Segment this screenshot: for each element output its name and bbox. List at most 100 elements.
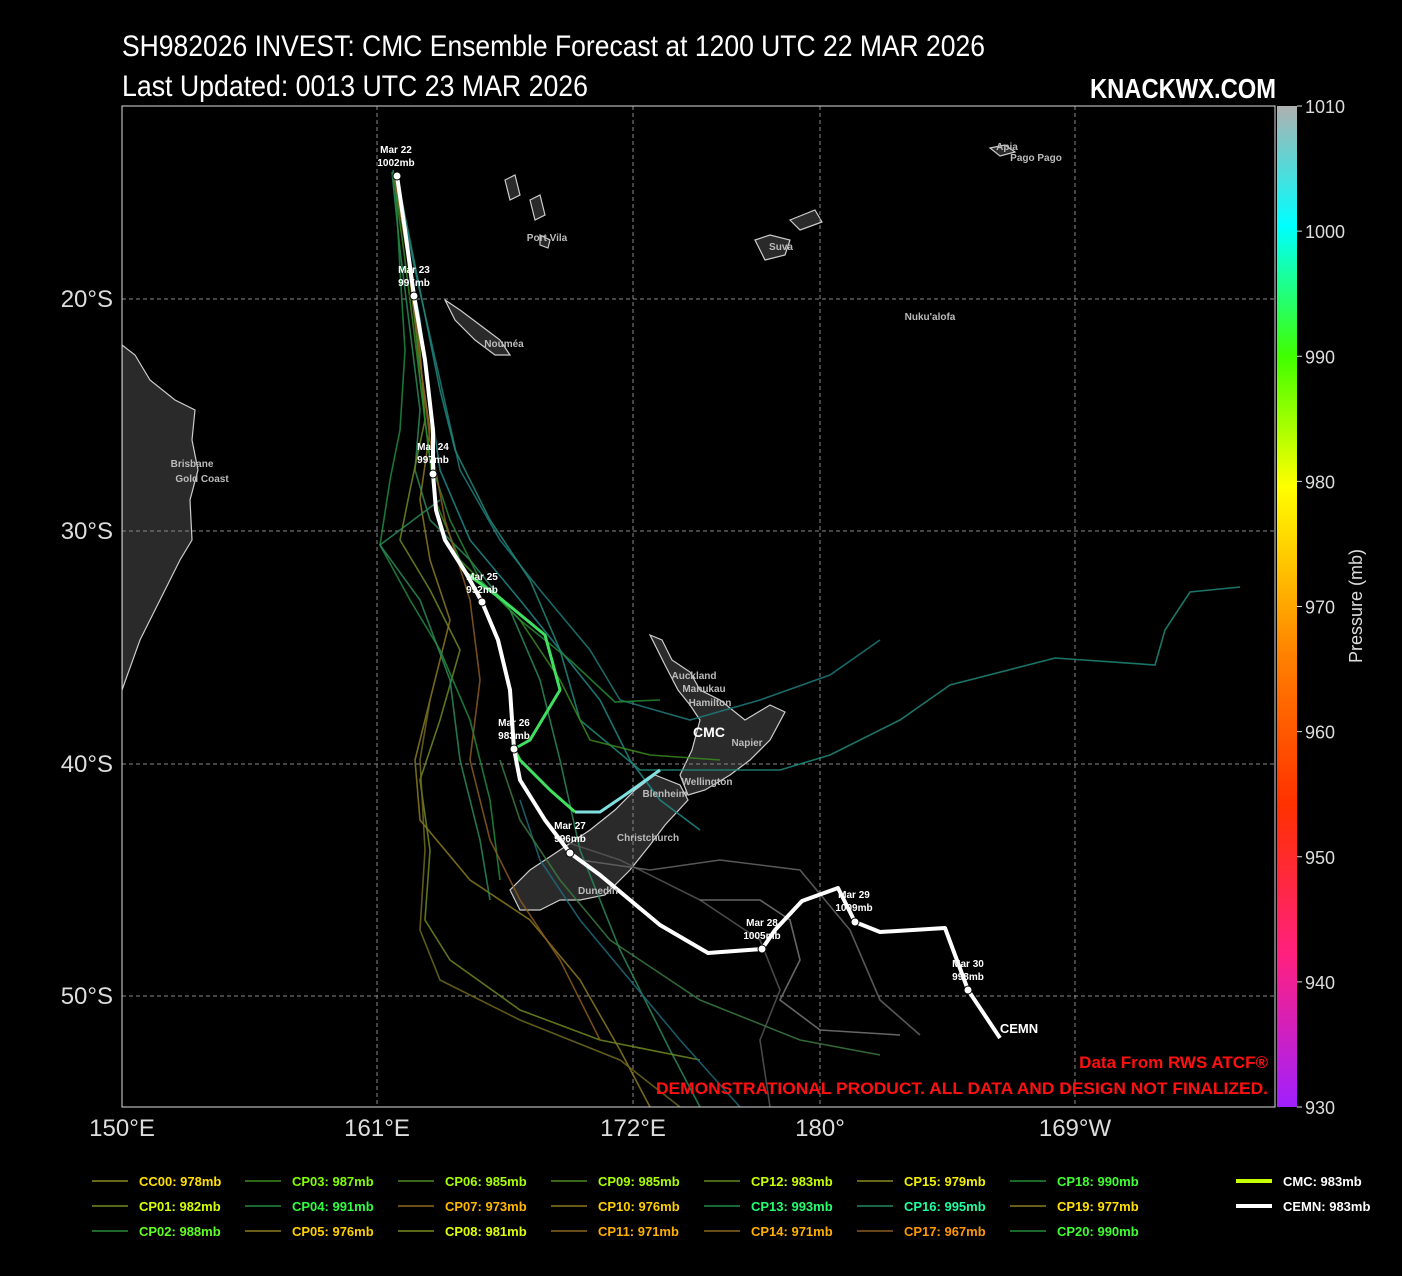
- track-pressure: 983mb: [498, 731, 530, 742]
- legend-label: CP11: 971mb: [598, 1224, 679, 1239]
- track-point: [509, 744, 519, 754]
- colorbar: Pressure (mb) 930 940 950 960 970 980 990 1000 1…: [1277, 97, 1366, 1118]
- grid: [122, 106, 1275, 1107]
- legend-label: CP10: 976mb: [598, 1199, 680, 1214]
- legend-label: CP03: 987mb: [292, 1174, 374, 1189]
- legend-label: CP09: 985mb: [598, 1174, 680, 1189]
- new-caledonia: [443, 298, 512, 356]
- track-pressure: 998mb: [952, 972, 984, 983]
- ensemble-track: [579, 859, 921, 1036]
- place-label: Gold Coast: [175, 474, 229, 485]
- colorbar-tick-label: 980: [1305, 472, 1335, 492]
- place-label: Hamilton: [689, 698, 732, 709]
- ensemble-track: [396, 175, 1241, 771]
- place-label: Pago Pago: [1010, 153, 1062, 164]
- ensemble-track: [499, 759, 881, 1056]
- fiji: [754, 234, 791, 261]
- track-point: [757, 944, 767, 954]
- track-point-labels: Mar 22 1002mb Mar 23 997mb Mar 24 997mb Mar 25…: [377, 145, 984, 983]
- ensemble-track: [391, 171, 701, 1107]
- subtitle: Last Updated: 0013 UTC 23 MAR 2026: [122, 70, 588, 103]
- ensemble-track: [393, 173, 601, 1041]
- legend-label: CP19: 977mb: [1057, 1199, 1139, 1214]
- legend-label: CEMN: 983mb: [1283, 1199, 1370, 1214]
- credit-source: Data From RWS ATCF®: [1079, 1053, 1268, 1072]
- colorbar-tick-label: 950: [1305, 848, 1335, 868]
- cemn-label: CEMN: [1000, 1021, 1038, 1036]
- place-label: Blenheim: [642, 789, 687, 800]
- track-pressure: 992mb: [466, 585, 498, 596]
- legend-label: CP05: 976mb: [292, 1224, 374, 1239]
- legend: CC00: 978mb CP01: 982mb CP02: 988mb CP03: 9…: [92, 1174, 1370, 1239]
- legend-label: CP01: 982mb: [139, 1199, 221, 1214]
- map-background: [122, 106, 1275, 1107]
- legend-label: CMC: 983mb: [1283, 1174, 1362, 1189]
- track-date: Mar 28: [746, 918, 778, 929]
- track-date: Mar 24: [417, 442, 449, 453]
- colorbar-tick-label: 970: [1305, 598, 1335, 618]
- fiji-north: [788, 209, 823, 231]
- legend-label: CP08: 981mb: [445, 1224, 527, 1239]
- track-date: Mar 22: [380, 145, 412, 156]
- legend-label: CP06: 985mb: [445, 1174, 527, 1189]
- colorbar-tick-label: 1010: [1305, 97, 1345, 117]
- track-point: [850, 917, 860, 927]
- north-island: [648, 633, 786, 796]
- lon-label: 172°E: [600, 1115, 666, 1142]
- title: SH982026 INVEST: CMC Ensemble Forecast a…: [122, 30, 985, 63]
- legend-label: CP14: 971mb: [751, 1224, 833, 1239]
- ensemble-track: [395, 175, 881, 721]
- ensemble-track: [378, 499, 491, 901]
- track-pressure: 997mb: [417, 455, 449, 466]
- place-label: Suva: [769, 242, 793, 253]
- lon-label: 169°W: [1039, 1115, 1112, 1142]
- lat-label: 30°S: [61, 518, 113, 545]
- place-label: Christchurch: [617, 833, 679, 844]
- cmc-label: CMC: [693, 724, 725, 740]
- place-label: Port Vila: [527, 233, 568, 244]
- legend-label: CC00: 978mb: [139, 1174, 221, 1189]
- lat-label: 20°S: [61, 286, 113, 313]
- ensemble-track: [519, 799, 741, 1107]
- track-point: [428, 469, 438, 479]
- track-pressure: 997mb: [398, 278, 430, 289]
- ensemble-track: [700, 899, 901, 1036]
- legend-label: CP07: 973mb: [445, 1199, 527, 1214]
- place-label: Nuku'alofa: [905, 312, 956, 323]
- track-pressure: 1005mb: [743, 931, 780, 942]
- place-label: Manukau: [682, 684, 725, 695]
- legend-label: CP02: 988mb: [139, 1224, 221, 1239]
- ensemble-track: [419, 699, 681, 1107]
- samoa: [988, 144, 1017, 157]
- track-point: [963, 985, 973, 995]
- track-date: Mar 29: [838, 890, 870, 901]
- lon-label: 161°E: [344, 1115, 410, 1142]
- track-point: [477, 597, 487, 607]
- ensemble-track: [559, 839, 781, 1107]
- colorbar-gradient: [1277, 106, 1297, 1107]
- cemn-track: [395, 175, 1002, 1040]
- legend-label: CP15: 979mb: [904, 1174, 986, 1189]
- legend-label: CP04: 991mb: [292, 1199, 374, 1214]
- ensemble-tracks: [378, 169, 1241, 1107]
- track-pressure: 1009mb: [835, 903, 872, 914]
- legend-label: CP13: 993mb: [751, 1199, 833, 1214]
- colorbar-tick-label: 930: [1305, 1098, 1335, 1118]
- colorbar-tick-label: 1000: [1305, 222, 1345, 242]
- track-date: Mar 23: [398, 265, 430, 276]
- lat-label: 50°S: [61, 983, 113, 1010]
- place-label: Nouméa: [484, 339, 524, 350]
- track-date: Mar 25: [466, 572, 498, 583]
- map-frame: [121, 105, 1276, 1108]
- track-date: Mar 30: [952, 959, 984, 970]
- legend-label: CP18: 990mb: [1057, 1174, 1139, 1189]
- place-label: Auckland: [671, 671, 716, 682]
- australia: [122, 344, 199, 691]
- credit-disclaimer: DEMONSTRATIONAL PRODUCT. ALL DATA AND DE…: [656, 1079, 1268, 1098]
- lat-label: 40°S: [61, 751, 113, 778]
- brand: KNACKWX.COM: [1090, 73, 1276, 104]
- track-pressure: 996mb: [554, 834, 586, 845]
